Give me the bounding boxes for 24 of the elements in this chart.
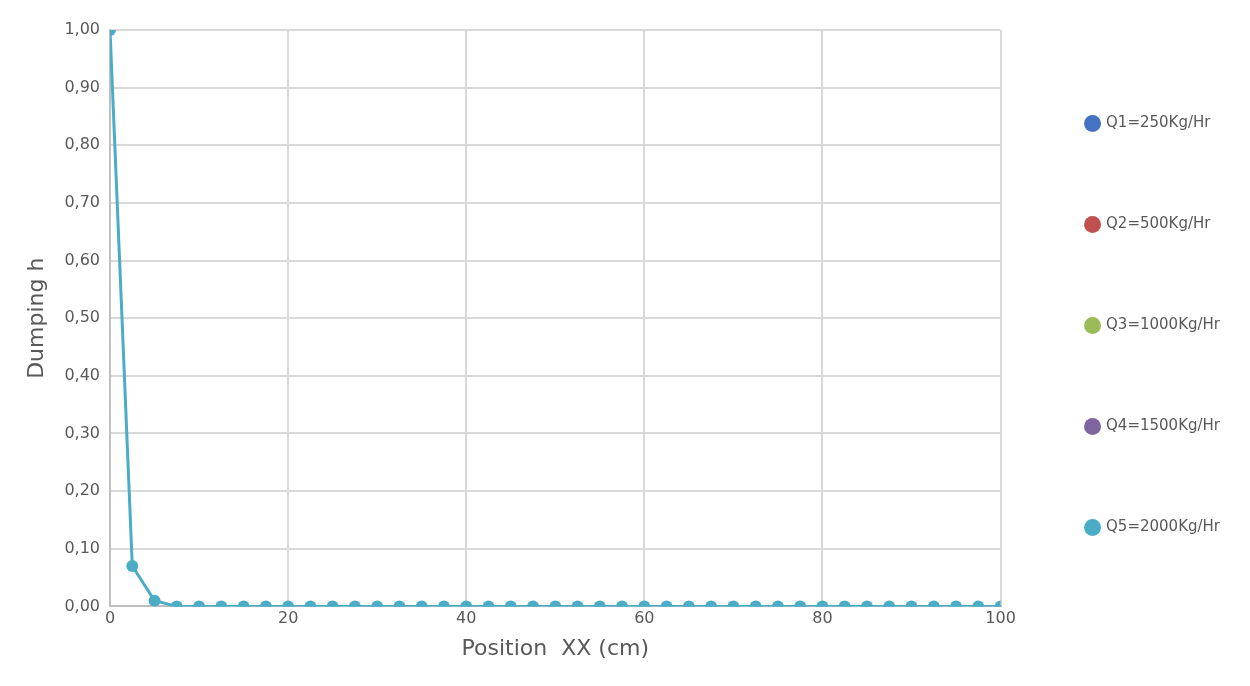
legend-label: Q5=2000Kg/Hr bbox=[1106, 517, 1221, 536]
y-tick-label: 0,00 bbox=[64, 595, 101, 615]
x-axis-title: Position XX (cm) bbox=[461, 634, 650, 660]
x-tick-label: 80 bbox=[812, 608, 833, 628]
y-axis-title: Dumping h bbox=[22, 257, 48, 379]
legend-label: Q4=1500Kg/Hr bbox=[1106, 416, 1221, 435]
legend-label: Q2=500Kg/Hr bbox=[1106, 214, 1212, 233]
y-tick-label: 0,30 bbox=[64, 422, 101, 442]
y-tick-label: 0,40 bbox=[64, 365, 101, 384]
y-tick-label: 0,50 bbox=[64, 307, 101, 327]
x-tick-label: 0 bbox=[104, 608, 116, 628]
x-tick-label: 40 bbox=[456, 608, 477, 628]
y-tick-label: 0,10 bbox=[64, 537, 101, 557]
y-tick-label: 0,60 bbox=[64, 249, 101, 269]
y-tick-label: 0,90 bbox=[64, 76, 101, 96]
y-tick-label: 1,00 bbox=[64, 19, 101, 39]
y-tick-label: 0,70 bbox=[64, 192, 101, 212]
legend-label: Q1=250Kg/Hr bbox=[1106, 113, 1212, 132]
x-tick-label: 60 bbox=[634, 608, 655, 628]
legend-label: Q3=1000Kg/Hr bbox=[1106, 315, 1221, 334]
y-tick-label: 0,20 bbox=[64, 480, 101, 500]
x-tick-label: 100 bbox=[985, 608, 1016, 628]
y-tick-label: 0,80 bbox=[64, 134, 101, 154]
x-tick-label: 20 bbox=[277, 608, 299, 628]
